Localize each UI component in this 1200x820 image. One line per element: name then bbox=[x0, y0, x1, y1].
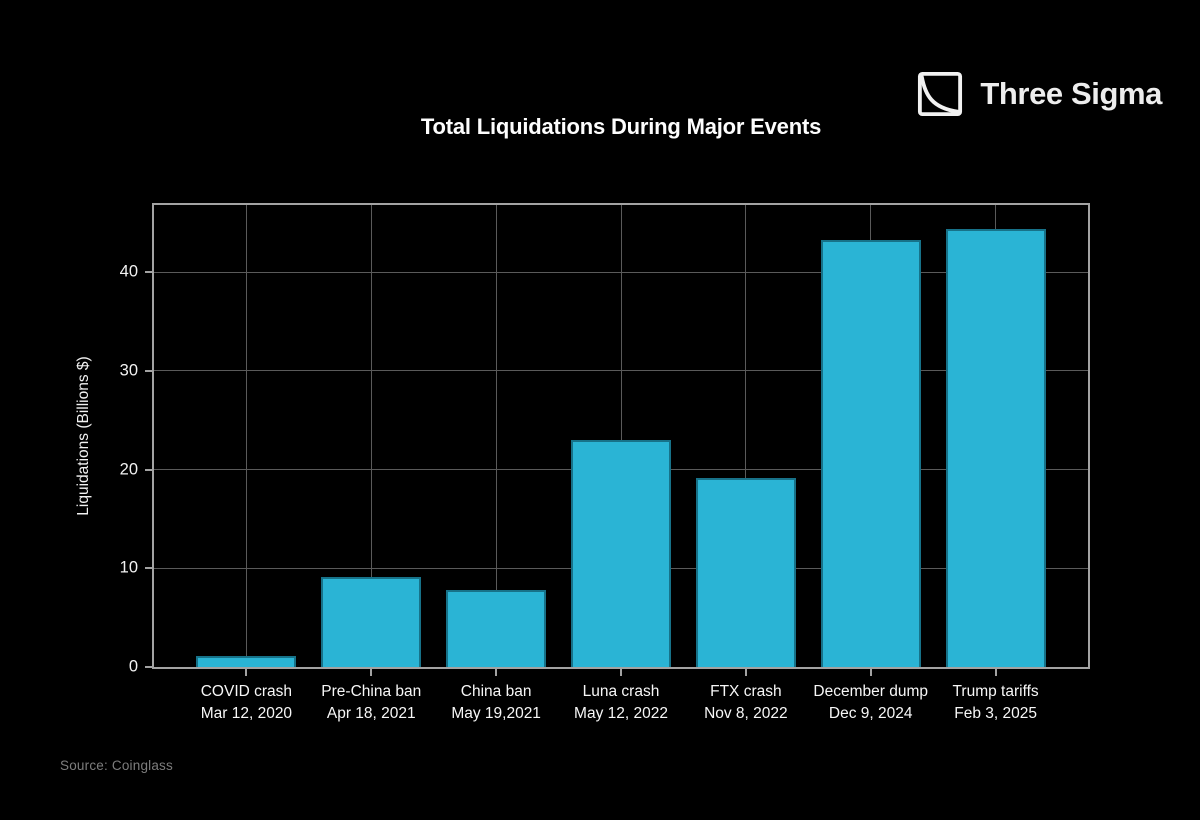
bar bbox=[571, 439, 671, 667]
y-tick-mark bbox=[145, 468, 152, 471]
gridline-vertical bbox=[620, 205, 622, 667]
x-tick-label: COVID crash Mar 12, 2020 bbox=[201, 681, 292, 725]
x-tick-mark bbox=[620, 669, 622, 676]
x-tick-mark bbox=[869, 669, 872, 676]
y-tick-label: 10 bbox=[119, 558, 138, 577]
plot-area bbox=[145, 203, 1090, 676]
x-tick-event-name: Luna crash bbox=[582, 683, 660, 700]
gridline-vertical bbox=[370, 205, 372, 667]
x-tick-mark bbox=[245, 669, 248, 676]
chart-title: Total Liquidations During Major Events bbox=[420, 114, 822, 139]
decay-curve-square-icon bbox=[917, 71, 963, 117]
x-tick-event-name: December dump bbox=[813, 683, 929, 700]
x-tick-label: China ban May 19,2021 bbox=[451, 681, 541, 725]
bar bbox=[321, 577, 422, 667]
x-tick-event-date: May 12, 2022 bbox=[574, 705, 668, 722]
x-tick-event-name: Trump tariffs bbox=[952, 683, 1039, 700]
x-tick-label: Luna crash May 12, 2022 bbox=[574, 681, 668, 725]
y-tick-mark bbox=[145, 567, 152, 570]
gridline-vertical bbox=[745, 205, 747, 667]
y-tick-label: 30 bbox=[119, 361, 138, 380]
y-tick-label: 0 bbox=[128, 657, 138, 676]
x-tick-label: December dump Dec 9, 2024 bbox=[813, 681, 928, 725]
x-tick-event-date: May 19,2021 bbox=[451, 705, 541, 722]
brand-name: Three Sigma bbox=[980, 76, 1162, 111]
gridline-vertical bbox=[495, 205, 497, 667]
bar bbox=[196, 656, 297, 667]
x-axis-tick-labels: COVID crash Mar 12, 2020 Pre-China ban Apr … bbox=[154, 681, 1088, 731]
x-tick-event-date: Mar 12, 2020 bbox=[200, 705, 293, 722]
x-tick-label: Pre-China ban Apr 18, 2021 bbox=[321, 681, 421, 725]
x-tick-mark bbox=[744, 669, 747, 676]
bar bbox=[945, 228, 1046, 667]
x-tick-event-date: Dec 9, 2024 bbox=[828, 705, 913, 722]
x-tick-event-date: Apr 18, 2021 bbox=[326, 705, 416, 722]
brand-logo: Three Sigma bbox=[917, 71, 1162, 117]
x-tick-event-name: FTX crash bbox=[710, 683, 782, 700]
bar bbox=[446, 590, 547, 667]
y-tick-mark bbox=[145, 271, 152, 274]
bar bbox=[820, 239, 921, 667]
gridline-vertical bbox=[245, 205, 247, 667]
x-tick-label: FTX crash Nov 8, 2022 bbox=[704, 681, 788, 725]
source-note: Source: Coinglass bbox=[60, 758, 173, 773]
x-tick-event-name: China ban bbox=[460, 683, 532, 700]
x-tick-label: Trump tariffs Feb 3, 2025 bbox=[953, 681, 1039, 725]
x-tick-mark bbox=[495, 669, 498, 676]
x-tick-event-date: Feb 3, 2025 bbox=[954, 705, 1037, 722]
y-tick-mark bbox=[145, 369, 152, 372]
x-tick-event-name: COVID crash bbox=[200, 683, 293, 700]
y-tick-label: 20 bbox=[119, 460, 138, 479]
x-tick-event-name: Pre-China ban bbox=[321, 683, 422, 700]
x-tick-event-date: Nov 8, 2022 bbox=[704, 705, 788, 722]
y-axis-tick-labels: 0 10 20 30 40 bbox=[0, 205, 138, 676]
y-tick-label: 40 bbox=[119, 262, 138, 281]
y-tick-mark bbox=[145, 666, 152, 668]
x-tick-mark bbox=[994, 669, 997, 676]
bar bbox=[695, 478, 796, 667]
x-tick-mark bbox=[370, 669, 373, 676]
